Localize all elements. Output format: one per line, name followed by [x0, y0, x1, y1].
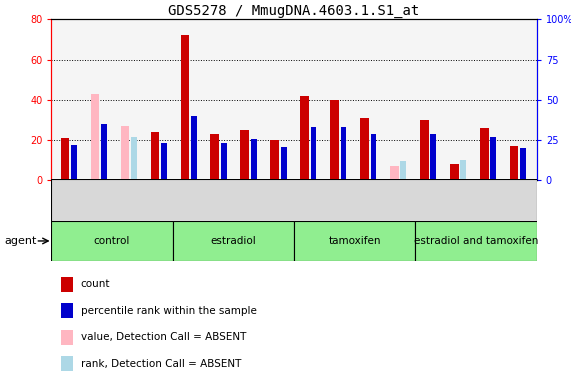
Bar [271, 140, 279, 180]
Bar [51, 221, 173, 261]
Text: value, Detection Call = ABSENT: value, Detection Call = ABSENT [81, 332, 246, 343]
Bar [490, 137, 496, 180]
Bar [400, 161, 407, 180]
Bar [300, 96, 309, 180]
Bar [61, 277, 73, 292]
Bar [61, 303, 73, 318]
Text: estradiol and tamoxifen: estradiol and tamoxifen [414, 236, 538, 246]
Bar [311, 127, 316, 180]
Bar [450, 164, 459, 180]
Bar [61, 356, 73, 371]
Bar [294, 221, 416, 261]
Bar [390, 166, 399, 180]
Bar [173, 221, 294, 261]
Bar [120, 132, 129, 180]
Bar [71, 145, 77, 180]
Bar [460, 159, 467, 180]
Bar [131, 137, 136, 180]
Bar [240, 130, 249, 180]
Title: GDS5278 / MmugDNA.4603.1.S1_at: GDS5278 / MmugDNA.4603.1.S1_at [168, 4, 420, 18]
Text: tamoxifen: tamoxifen [328, 236, 381, 246]
Bar [191, 116, 196, 180]
Bar [101, 124, 107, 180]
Bar [61, 138, 69, 180]
Bar [480, 128, 489, 180]
Text: control: control [94, 236, 130, 246]
Bar [180, 35, 189, 180]
Bar [330, 100, 339, 180]
Bar [371, 134, 376, 180]
Bar [251, 139, 256, 180]
Bar [416, 221, 537, 261]
Bar [151, 132, 159, 180]
Bar [61, 330, 73, 345]
Bar [120, 126, 129, 180]
Bar [280, 147, 287, 180]
Text: estradiol: estradiol [211, 236, 256, 246]
Bar [211, 134, 219, 180]
Text: count: count [81, 279, 110, 290]
Bar [420, 120, 429, 180]
Bar [340, 127, 347, 180]
Text: agent: agent [5, 236, 37, 246]
Bar [520, 148, 526, 180]
Bar [360, 118, 369, 180]
Bar [91, 94, 99, 180]
Bar [221, 143, 227, 180]
Bar [431, 134, 436, 180]
Text: rank, Detection Call = ABSENT: rank, Detection Call = ABSENT [81, 359, 241, 369]
Bar [161, 143, 167, 180]
Text: percentile rank within the sample: percentile rank within the sample [81, 306, 256, 316]
Bar [510, 146, 518, 180]
